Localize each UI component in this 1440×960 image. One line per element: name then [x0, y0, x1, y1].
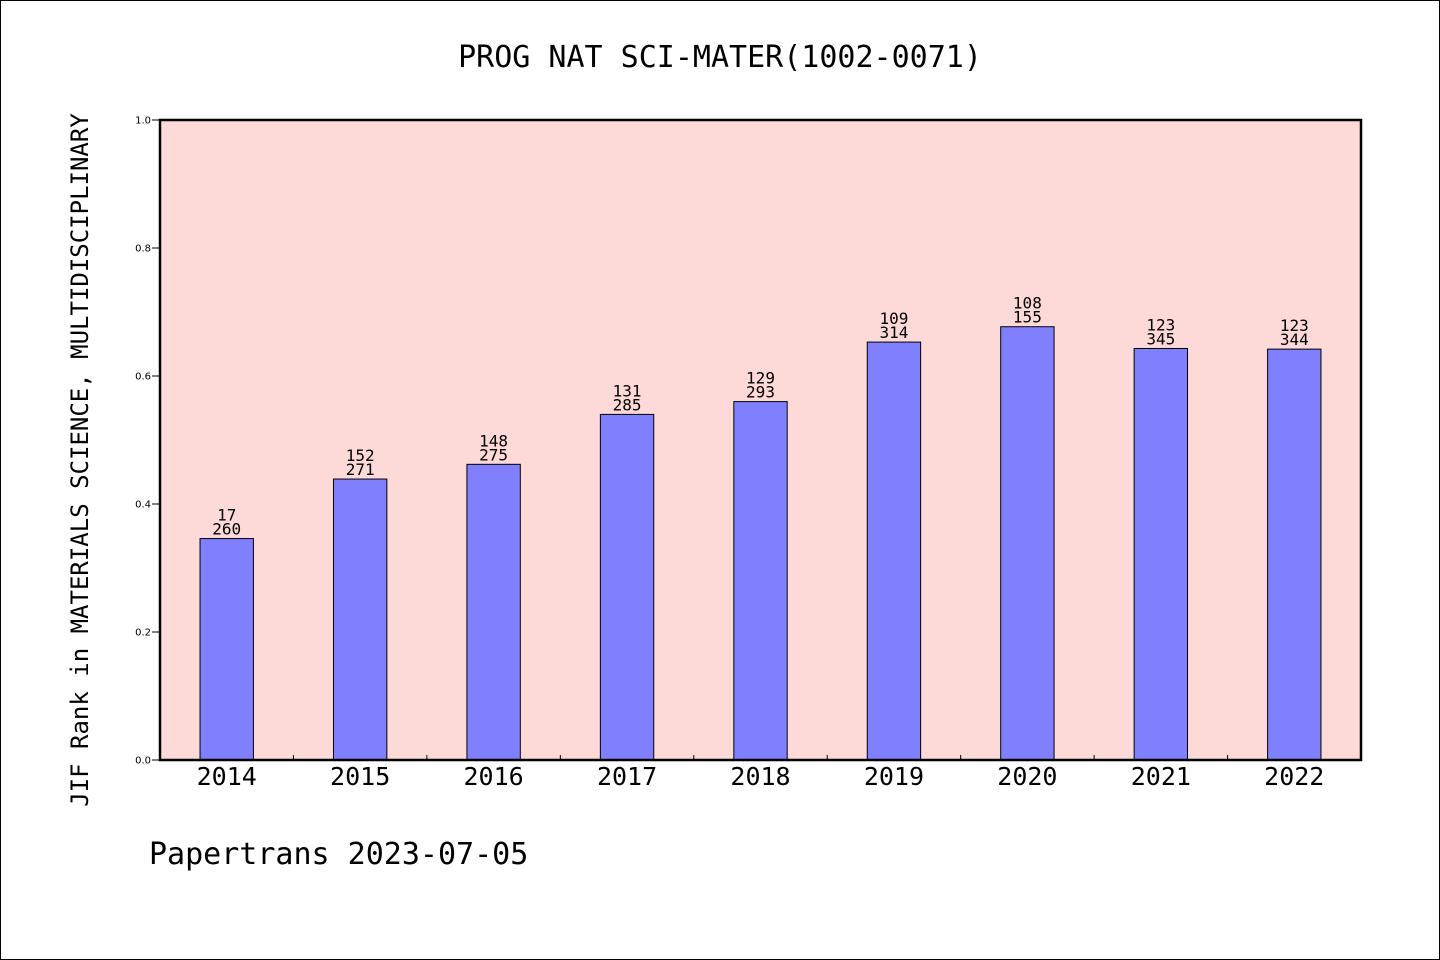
y-tick-label: 0.8	[135, 244, 151, 255]
bar-total-label-2017: 285	[613, 395, 642, 414]
bar-total-label-2015: 271	[346, 460, 375, 479]
x-tick-label-2017: 2017	[597, 762, 657, 791]
bar-rank-label-2017: 131	[613, 381, 642, 400]
x-tick-label-2022: 2022	[1264, 762, 1324, 791]
x-axis-ticks: 2014 2015 2016 2017 2018 2019 2020 2021 2022	[197, 755, 1324, 791]
y-tick-label: 0.6	[135, 372, 151, 383]
footer-credit: Papertrans 2023-07-05	[149, 837, 528, 872]
bar-total-label-2016: 275	[479, 445, 508, 464]
bar-rank-label-2022: 123	[1280, 316, 1309, 335]
bar-2022	[1267, 348, 1322, 761]
bar-total-label-2014: 260	[212, 520, 241, 539]
bar-2018	[733, 401, 788, 761]
y-axis-ticks: 0.0 0.2 0.4 0.6 0.8 1.0	[135, 116, 160, 767]
y-tick-label: 0.0	[135, 756, 151, 767]
plot-frame	[158, 118, 1363, 762]
bar-2019	[866, 341, 922, 761]
bar-rank-label-2020: 108	[1013, 294, 1042, 313]
y-axis-label: JIF Rank in MATERIALS SCIENCE, MULTIDISC…	[66, 113, 94, 807]
bar-rank-label-2021: 123	[1146, 315, 1175, 334]
bar-rank-label-2019: 109	[879, 309, 908, 328]
chart-title: PROG NAT SCI-MATER(1002-0071)	[458, 40, 982, 75]
x-tick-label-2019: 2019	[864, 762, 924, 791]
bar-total-label-2018: 293	[746, 383, 775, 402]
bar-2016	[466, 463, 521, 761]
bar-rank-label-2016: 148	[479, 431, 508, 450]
bars-group	[199, 326, 1322, 761]
bar-rank-label-2018: 129	[746, 369, 775, 388]
x-tick-label-2015: 2015	[330, 762, 390, 791]
x-tick-label-2021: 2021	[1131, 762, 1191, 791]
y-tick-label: 0.4	[135, 500, 151, 511]
bar-2015	[332, 478, 388, 761]
x-tick-label-2020: 2020	[997, 762, 1057, 791]
bar-rank-label-2015: 152	[346, 446, 375, 465]
y-tick-label: 1.0	[135, 116, 151, 127]
x-tick-label-2016: 2016	[464, 762, 524, 791]
bar-total-label-2022: 344	[1280, 330, 1309, 349]
bar-total-label-2021: 345	[1146, 329, 1175, 348]
bar-total-label-2019: 314	[879, 323, 908, 342]
bar-2017	[599, 413, 655, 761]
bar-total-label-2020: 155	[1013, 308, 1042, 327]
bar-rank-label-2014: 17	[217, 506, 236, 525]
bar-2020	[1000, 326, 1055, 761]
x-tick-label-2014: 2014	[197, 762, 257, 791]
x-tick-label-2018: 2018	[730, 762, 790, 791]
y-tick-label: 0.2	[135, 628, 151, 639]
bar-2014	[199, 538, 254, 761]
bar-2021	[1133, 347, 1189, 761]
